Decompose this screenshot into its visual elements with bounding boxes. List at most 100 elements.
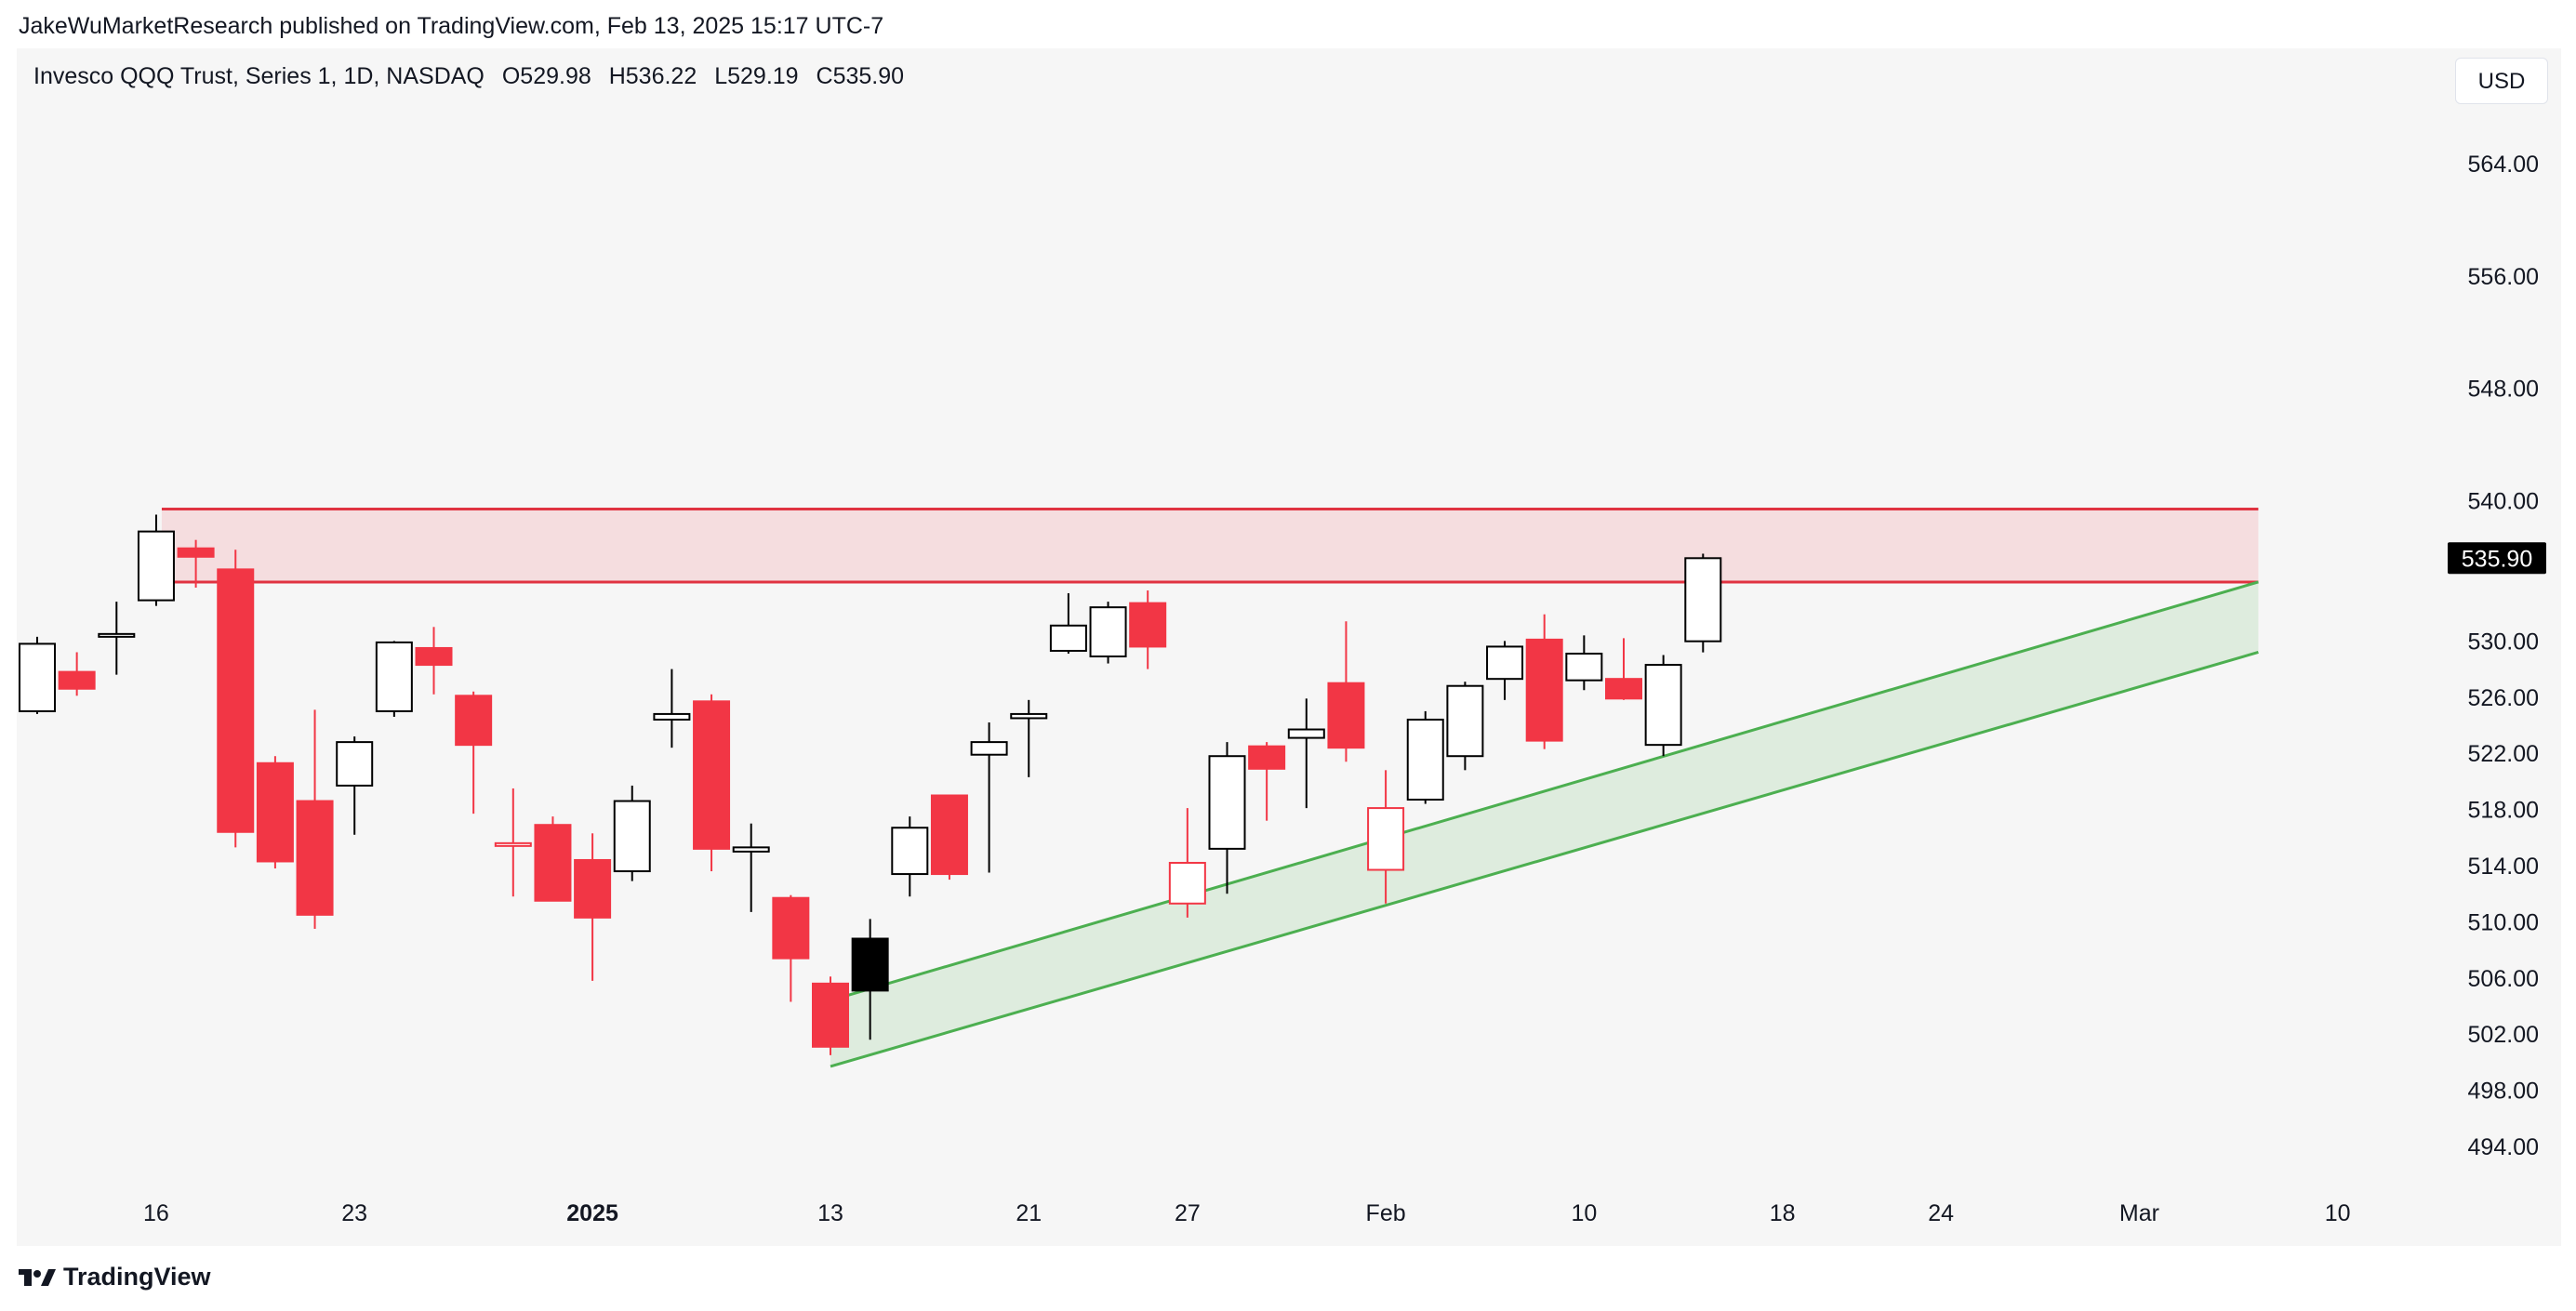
- tradingview-logo-icon: [19, 1268, 56, 1286]
- candle: [1406, 710, 1444, 804]
- candle: [812, 976, 849, 1055]
- candle-body: [1089, 606, 1127, 658]
- price-tick-label: 510.00: [2468, 909, 2539, 935]
- candle: [375, 641, 413, 717]
- candle-body: [851, 937, 889, 992]
- candle: [1644, 655, 1682, 757]
- price-tick-label: 526.00: [2468, 685, 2539, 711]
- candle-body: [1486, 645, 1524, 681]
- candle: [653, 669, 691, 748]
- candle: [1367, 770, 1405, 904]
- currency-button[interactable]: USD: [2455, 58, 2548, 104]
- candle-body: [1248, 745, 1286, 770]
- brand-label: TradingView: [63, 1263, 211, 1291]
- candle-body: [812, 982, 849, 1048]
- candlestick-chart[interactable]: 564.00 556.00 548.00 540.00 530.00 526.00 522.…: [0, 0, 2576, 1246]
- price-tick-label: 498.00: [2468, 1079, 2539, 1105]
- price-tick-label: 548.00: [2468, 377, 2539, 403]
- last-price-tag: [2448, 542, 2546, 575]
- candle-body: [653, 712, 691, 721]
- candle-body: [177, 547, 215, 558]
- channel-upper-line: [830, 580, 2259, 1002]
- candle-body: [534, 824, 572, 902]
- candle: [1049, 593, 1087, 654]
- candle: [851, 919, 889, 1040]
- price-tick-label: 494.00: [2468, 1134, 2539, 1160]
- candle-body: [217, 568, 255, 833]
- candle: [930, 794, 968, 881]
- price-tick-label: 530.00: [2468, 629, 2539, 655]
- candle-body: [455, 695, 493, 747]
- candle: [1446, 682, 1484, 771]
- published-byline: JakeWuMarketResearch published on Tradin…: [19, 13, 884, 39]
- candle-body: [415, 646, 453, 667]
- last-price-label: 535.90: [2462, 546, 2532, 572]
- candle-body: [1049, 624, 1087, 652]
- candle-body: [1406, 718, 1444, 801]
- low-value: L529.19: [714, 63, 799, 89]
- price-tick-label: 522.00: [2468, 741, 2539, 767]
- candle-body: [336, 741, 374, 787]
- candle: [574, 833, 612, 981]
- candle-body: [1168, 861, 1206, 905]
- candle: [1168, 808, 1206, 918]
- symbol-legend: Invesco QQQ Trust, Series 1, 1D, NASDAQ …: [33, 63, 915, 90]
- date-tick-label: 16: [143, 1200, 169, 1226]
- date-tick-label: 21: [1016, 1200, 1042, 1226]
- candle: [137, 514, 175, 606]
- candle: [1565, 635, 1603, 691]
- candle: [58, 652, 96, 696]
- candle-body: [494, 841, 532, 847]
- candle: [455, 691, 493, 814]
- candle: [217, 550, 255, 848]
- candle: [1287, 698, 1325, 809]
- date-tick-label: 24: [1928, 1200, 1954, 1226]
- candle: [256, 756, 294, 869]
- candle: [336, 736, 374, 835]
- candle: [1208, 742, 1246, 894]
- price-tick-label: 564.00: [2468, 152, 2539, 178]
- candle: [1248, 742, 1286, 821]
- candle: [891, 816, 929, 897]
- date-tick-label: 10: [2325, 1200, 2351, 1226]
- candle: [1605, 638, 1642, 700]
- candle: [732, 823, 770, 912]
- candle-body: [1010, 712, 1048, 720]
- candle-body: [1327, 682, 1365, 749]
- resistance-zone-fill: [161, 509, 2259, 582]
- date-tick-label: 18: [1770, 1200, 1796, 1226]
- candle: [1089, 602, 1127, 664]
- candle-body: [930, 794, 968, 876]
- price-tick-label: 502.00: [2468, 1022, 2539, 1048]
- price-tick-label: 518.00: [2468, 798, 2539, 824]
- candle: [1010, 699, 1048, 777]
- candle-body: [574, 858, 612, 919]
- channel-fill: [830, 581, 2259, 1066]
- candle-body: [613, 800, 651, 873]
- candle-body: [296, 800, 334, 916]
- candle: [19, 636, 56, 714]
- candle: [98, 602, 136, 675]
- candle: [1327, 621, 1365, 762]
- candle-body: [137, 530, 175, 602]
- candle-body: [1605, 678, 1642, 700]
- candle-body: [1208, 755, 1246, 850]
- candle-body: [1644, 664, 1682, 747]
- candle-body: [732, 846, 770, 853]
- candle-body: [693, 700, 731, 850]
- tradingview-brand[interactable]: TradingView: [19, 1263, 211, 1291]
- date-tick-label: 23: [341, 1200, 367, 1226]
- high-value: H536.22: [608, 63, 697, 89]
- candle: [494, 788, 532, 897]
- candle: [613, 785, 651, 881]
- candle: [296, 709, 334, 929]
- date-tick-label: 13: [817, 1200, 843, 1226]
- price-tick-label: 514.00: [2468, 854, 2539, 880]
- open-value: O529.98: [501, 63, 591, 89]
- candle-body: [891, 827, 929, 876]
- candle-body: [256, 761, 294, 863]
- candle: [970, 722, 1008, 873]
- date-tick-label: 10: [1571, 1200, 1597, 1226]
- candle-body: [1565, 652, 1603, 682]
- candle-body: [1367, 807, 1405, 871]
